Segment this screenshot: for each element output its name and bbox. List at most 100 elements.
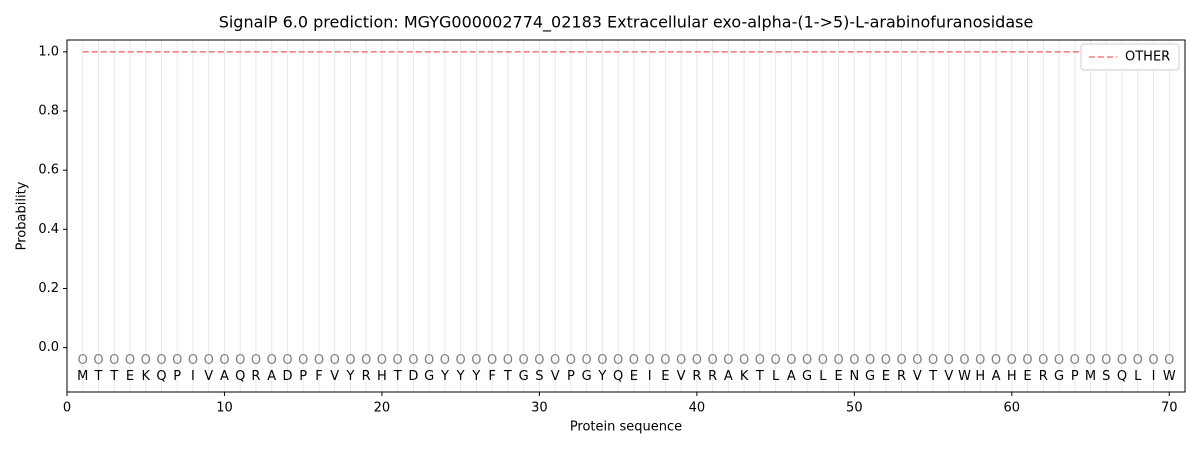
y-tick-label: 1.0 <box>38 44 59 59</box>
residue-letter: I <box>1152 369 1156 384</box>
predicted-label: O <box>534 353 544 368</box>
x-tick-label: 20 <box>374 401 391 416</box>
predicted-label: O <box>235 353 245 368</box>
residue-letter: Q <box>613 369 623 384</box>
predicted-label: O <box>1133 353 1143 368</box>
residue-letter: R <box>251 369 260 384</box>
residue-letter: Y <box>597 369 606 384</box>
predicted-label: O <box>330 353 340 368</box>
predicted-label: O <box>1148 353 1158 368</box>
residue-letter: P <box>1071 369 1079 384</box>
predicted-label: O <box>597 353 607 368</box>
residue-letter: H <box>975 369 985 384</box>
predicted-label: O <box>676 353 686 368</box>
residue-letter: Q <box>1117 369 1127 384</box>
residue-letter: Y <box>440 369 449 384</box>
y-tick-label: 0.2 <box>38 281 59 296</box>
residue-letter: R <box>708 369 717 384</box>
residue-letter: G <box>519 369 529 384</box>
residue-letter: W <box>1163 369 1176 384</box>
residue-letter: T <box>928 369 937 384</box>
residue-letter: V <box>944 369 953 384</box>
predicted-label: O <box>707 353 717 368</box>
predicted-label: O <box>393 353 403 368</box>
predicted-label: O <box>361 353 371 368</box>
plot-frame <box>66 39 1186 393</box>
predicted-label: O <box>503 353 513 368</box>
predicted-label: O <box>1038 353 1048 368</box>
predicted-label: O <box>172 353 182 368</box>
predicted-label: O <box>1164 353 1174 368</box>
predicted-label: O <box>928 353 938 368</box>
predicted-label: O <box>156 353 166 368</box>
residue-letter: T <box>109 369 118 384</box>
predicted-label: O <box>519 353 529 368</box>
predicted-label: O <box>944 353 954 368</box>
residue-letter: R <box>692 369 701 384</box>
residue-letter: W <box>958 369 971 384</box>
residue-letter: V <box>551 369 560 384</box>
residue-letter: Y <box>345 369 354 384</box>
x-tick-label: 0 <box>63 401 71 416</box>
predicted-label: O <box>991 353 1001 368</box>
predicted-label: O <box>267 353 277 368</box>
predicted-label: O <box>251 353 261 368</box>
y-tick-label: 0.8 <box>38 103 59 118</box>
predicted-label: O <box>770 353 780 368</box>
residue-letter: L <box>819 369 827 384</box>
residue-letter: L <box>772 369 780 384</box>
predicted-label: O <box>582 353 592 368</box>
predicted-label: O <box>896 353 906 368</box>
residue-letter: T <box>94 369 103 384</box>
predicted-label: O <box>1007 353 1017 368</box>
predicted-label: O <box>93 353 103 368</box>
residue-letter: T <box>393 369 402 384</box>
predicted-label: O <box>1054 353 1064 368</box>
residue-letter: A <box>787 369 796 384</box>
predicted-label: O <box>345 353 355 368</box>
predicted-label: O <box>109 353 119 368</box>
residue-letter: A <box>220 369 229 384</box>
x-tick-label: 40 <box>689 401 706 416</box>
predicted-label: O <box>1085 353 1095 368</box>
x-tick-label: 50 <box>846 401 863 416</box>
residue-letter: A <box>267 369 276 384</box>
residue-letter: E <box>126 369 134 384</box>
residue-letter: H <box>1007 369 1017 384</box>
predicted-label: O <box>487 353 497 368</box>
residue-letter: E <box>834 369 842 384</box>
legend: OTHER <box>1080 43 1180 71</box>
residue-letter: G <box>865 369 875 384</box>
residue-letter: A <box>992 369 1001 384</box>
predicted-label: O <box>188 353 198 368</box>
predicted-label: O <box>881 353 891 368</box>
x-tick-label: 10 <box>216 401 233 416</box>
predicted-label: O <box>1117 353 1127 368</box>
residue-letter: E <box>661 369 669 384</box>
predicted-label: O <box>566 353 576 368</box>
predicted-label: O <box>1070 353 1080 368</box>
predicted-label: O <box>833 353 843 368</box>
residue-letter: V <box>677 369 686 384</box>
y-tick-label: 0.4 <box>38 222 59 237</box>
residue-letter: G <box>582 369 592 384</box>
predicted-label: O <box>739 353 749 368</box>
residue-letter: R <box>897 369 906 384</box>
predicted-label: O <box>959 353 969 368</box>
legend-box <box>1080 43 1180 71</box>
residue-letter: K <box>141 369 150 384</box>
predicted-label: O <box>314 353 324 368</box>
predicted-label: O <box>645 353 655 368</box>
residue-letter: D <box>408 369 418 384</box>
x-axis-label: Protein sequence <box>570 420 682 435</box>
residue-letter: M <box>77 369 88 384</box>
residue-letter: P <box>567 369 575 384</box>
predicted-label: O <box>849 353 859 368</box>
predicted-label: O <box>975 353 985 368</box>
predicted-label: O <box>1101 353 1111 368</box>
residue-letter: E <box>630 369 638 384</box>
y-tick-label: 0.0 <box>38 340 59 355</box>
residue-letter: G <box>424 369 434 384</box>
residue-letter: F <box>315 369 322 384</box>
